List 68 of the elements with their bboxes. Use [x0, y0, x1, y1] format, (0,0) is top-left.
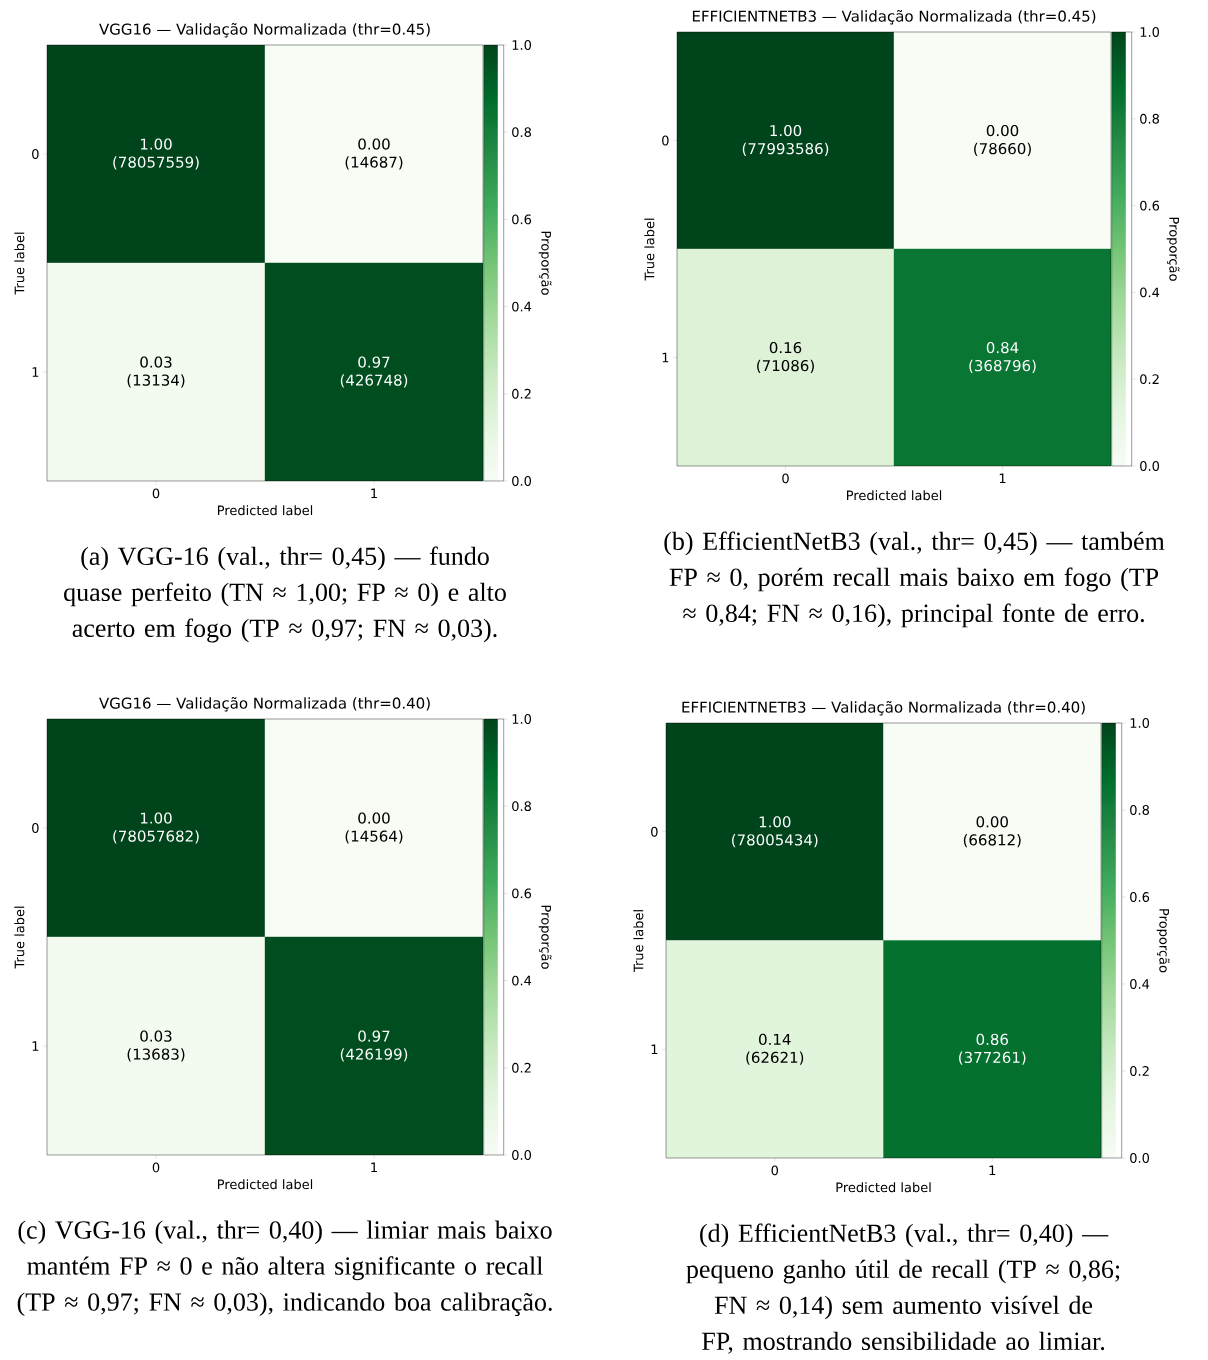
x-axis-title: Predicted label — [217, 1179, 313, 1190]
data-label: 0.97 (426199) — [340, 1030, 408, 1062]
color-bar-label: 0.0 — [1130, 1153, 1150, 1163]
color-bar-label: 0.8 — [512, 801, 532, 812]
color-bar-title: Proporção — [538, 905, 552, 969]
data-label: 1.00 (77993586) — [742, 124, 829, 157]
x-tick-label: 0 — [152, 1162, 160, 1173]
data-label: 1.00 (78057559) — [113, 138, 199, 170]
color-bar-label: 0.2 — [1140, 374, 1159, 385]
x-axis-title: Predicted label — [836, 1182, 931, 1193]
text: (b) EfficientNetB3 (val., thr= 0,45) — também FP ≈ 0, porém recall mais baixo em fogo (TP ≈ 0,84; FN ≈ 0,16), principal fonte de erro. — [664, 531, 1165, 628]
color-bar-label: 0.4 — [1140, 287, 1160, 298]
color-bar-label: 1.0 — [1130, 718, 1150, 728]
data-label: 0.86 (377261) — [959, 1033, 1026, 1065]
color-bar-label: 0.2 — [512, 388, 531, 399]
text: (d) EfficientNetB3 (val., thr= 0,40) — pequeno ganho útil de recall (TP ≈ 0,86; FN ≈ 0,14) sem aumento visível de FP, mostrando sensibilidade ao limiar. — [686, 1223, 1120, 1354]
x-tick-label: 0 — [771, 1165, 779, 1176]
data-label: 1.00 (78057682) — [113, 812, 199, 844]
x-axis-title: Predicted label — [846, 490, 942, 501]
data-label: 0.16 (71086) — [757, 341, 814, 374]
data-label: 0.03 (13134) — [127, 356, 185, 388]
data-label: 0.00 (66812) — [963, 816, 1021, 848]
data-label: 0.14 (62621) — [746, 1033, 804, 1065]
color-bar-label: 0.8 — [512, 127, 532, 138]
color-bar-label: 0.8 — [1140, 113, 1160, 124]
color-bar-title: Proporção — [1156, 909, 1170, 973]
color-bar-label: 0.6 — [512, 888, 532, 899]
color-bar-label: 0.0 — [512, 1150, 532, 1160]
color-bar-label: 1.0 — [512, 714, 532, 724]
data-label: 0.97 (426748) — [340, 356, 408, 388]
y-tick-label: 1 — [32, 1041, 39, 1051]
x-axis-title: Predicted label — [217, 505, 313, 516]
color-bar-label: 0.4 — [1130, 979, 1150, 989]
x-tick-label: 1 — [371, 1162, 377, 1172]
color-bar-label: 1.0 — [1140, 27, 1160, 37]
data-label: 1.00 (78005434) — [732, 816, 818, 848]
color-bar-label: 0.2 — [1130, 1066, 1149, 1076]
x-tick-label: 1 — [989, 1165, 996, 1175]
chart-title: VGG16 — Validação Normalizada (thr=0.45) — [99, 22, 430, 38]
color-bar-label: 0.6 — [512, 214, 532, 225]
chart-title: VGG16 — Validação Normalizada (thr=0.40) — [99, 696, 430, 712]
color-bar-title: Proporção — [1166, 217, 1180, 281]
y-axis-title: True label — [633, 910, 644, 973]
y-axis-title: True label — [644, 218, 655, 281]
color-bar-title: Proporção — [538, 231, 552, 295]
color-bar-label: 0.0 — [1140, 461, 1160, 471]
color-bar-label: 0.4 — [512, 301, 532, 312]
data-label: 0.00 (78660) — [974, 124, 1031, 157]
data-label: 0.00 (14687) — [345, 138, 403, 170]
data-label: 0.00 (14564) — [345, 812, 403, 844]
chart-title: EFFICIENTNETB3 — Validação Normalizada (thr=0.45) — [692, 9, 1096, 25]
text: (c) VGG-16 (val., thr= 0,40) — limiar mais baixo mantém FP ≈ 0 e não altera significante o recall (TP ≈ 0,97; FN ≈ 0,03), indicando boa calibração. — [17, 1220, 552, 1317]
color-bar-label: 0.2 — [512, 1062, 531, 1073]
text: (a) VGG-16 (val., thr= 0,45) — fundo quase perfeito (TN ≈ 1,00; FP ≈ 0) e alto acerto em fogo (TP ≈ 0,97; FN ≈ 0,03). — [64, 546, 506, 643]
data-label: 0.84 (368796) — [969, 341, 1036, 374]
color-bar-label: 0.6 — [1140, 200, 1160, 211]
chart-title: EFFICIENTNETB3 — Validação Normalizada (thr=0.40) — [682, 700, 1085, 716]
data-label: 0.03 (13683) — [127, 1030, 185, 1062]
y-axis-title: True label — [14, 906, 25, 969]
color-bar-label: 1.0 — [512, 40, 532, 50]
color-bar-label: 0.6 — [1130, 892, 1150, 902]
y-tick-label: 1 — [32, 367, 39, 377]
y-tick-label: 0 — [32, 823, 39, 833]
color-bar-label: 0.4 — [512, 975, 532, 986]
y-axis-title: True label — [14, 232, 25, 295]
y-tick-label: 0 — [32, 149, 39, 159]
color-bar-label: 0.8 — [1130, 805, 1150, 815]
color-bar-label: 0.0 — [512, 476, 532, 486]
